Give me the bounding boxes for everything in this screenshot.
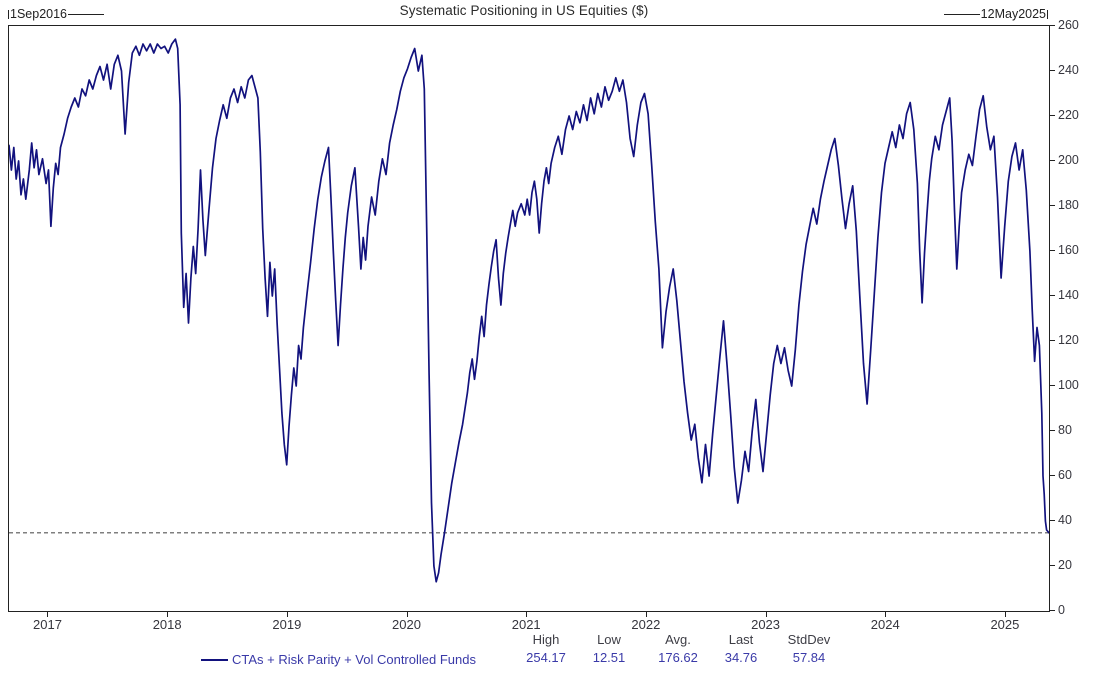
- y-tick-label: 260: [1058, 18, 1079, 32]
- series-svg: [9, 38, 1049, 583]
- legend-series-label: CTAs + Risk Parity + Vol Controlled Fund…: [232, 652, 476, 667]
- plot-area: [8, 25, 1050, 612]
- x-tick: [645, 611, 647, 617]
- x-tick: [1004, 611, 1006, 617]
- x-tick: [885, 611, 887, 617]
- x-tick-label: 2018: [152, 617, 182, 632]
- y-tick: [1049, 160, 1055, 161]
- y-tick-label: 160: [1058, 243, 1079, 257]
- stat-high-value: 254.17: [526, 650, 566, 665]
- start-date-label: 1Sep2016: [10, 7, 68, 21]
- x-tick-label: 2021: [511, 617, 541, 632]
- stat-high: High 254.17: [526, 632, 566, 665]
- end-date-annotation: 12May2025: [943, 7, 1048, 21]
- y-tick-label: 20: [1058, 558, 1072, 572]
- y-tick-label: 80: [1058, 423, 1072, 437]
- y-tick-label: 220: [1058, 108, 1079, 122]
- y-tick-label: 180: [1058, 198, 1079, 212]
- y-tick-label: 140: [1058, 288, 1079, 302]
- stat-high-header: High: [532, 632, 560, 647]
- x-tick: [406, 611, 408, 617]
- x-tick-label: 2023: [751, 617, 781, 632]
- end-date-line: [943, 13, 980, 15]
- stat-low: Low 12.51: [593, 632, 626, 665]
- x-tick: [47, 611, 49, 617]
- x-tick: [167, 611, 169, 617]
- y-tick-label: 100: [1058, 378, 1079, 392]
- y-tick: [1049, 520, 1055, 521]
- y-tick: [1049, 70, 1055, 71]
- chart-title: Systematic Positioning in US Equities ($…: [399, 3, 649, 18]
- x-tick: [286, 611, 288, 617]
- y-tick: [1049, 340, 1055, 341]
- stat-low-value: 12.51: [592, 650, 626, 665]
- y-tick: [1049, 565, 1055, 566]
- y-tick: [1049, 430, 1055, 431]
- legend-line-swatch: [201, 658, 228, 661]
- start-date-tick: [8, 9, 9, 19]
- stat-last-value: 34.76: [724, 650, 758, 665]
- stat-avg-value: 176.62: [658, 650, 698, 665]
- y-tick-label: 40: [1058, 513, 1072, 527]
- x-tick: [526, 611, 528, 617]
- y-tick: [1049, 610, 1055, 611]
- stat-last: Last 34.76: [725, 632, 758, 665]
- stat-last-header: Last: [728, 632, 754, 647]
- x-tick-label: 2024: [870, 617, 900, 632]
- stat-low-header: Low: [597, 632, 621, 647]
- y-tick-label: 60: [1058, 468, 1072, 482]
- stat-stddev: StdDev 57.84: [788, 632, 831, 665]
- y-tick-label: 120: [1058, 333, 1079, 347]
- positioning-series-line: [9, 38, 1049, 583]
- x-tick-label: 2019: [272, 617, 302, 632]
- y-tick-label: 240: [1058, 63, 1079, 77]
- stat-stddev-value: 57.84: [792, 650, 826, 665]
- x-tick: [765, 611, 767, 617]
- x-tick-label: 2025: [990, 617, 1020, 632]
- y-tick: [1049, 25, 1055, 26]
- x-tick-label: 2017: [33, 617, 62, 632]
- end-date-label: 12May2025: [980, 7, 1046, 21]
- end-date-tick: [1047, 9, 1048, 19]
- y-tick: [1049, 205, 1055, 206]
- legend: CTAs + Risk Parity + Vol Controlled Fund…: [201, 652, 476, 667]
- stat-stddev-header: StdDev: [787, 632, 831, 647]
- y-tick: [1049, 385, 1055, 386]
- stat-avg: Avg. 176.62: [658, 632, 698, 665]
- y-tick-label: 200: [1058, 153, 1079, 167]
- y-tick-label: 0: [1058, 603, 1065, 617]
- x-tick-label: 2020: [392, 617, 421, 632]
- y-tick: [1049, 250, 1055, 251]
- start-date-line: [68, 13, 105, 15]
- x-tick-label: 2022: [631, 617, 661, 632]
- stat-avg-header: Avg.: [665, 632, 691, 647]
- y-tick: [1049, 115, 1055, 116]
- y-tick: [1049, 295, 1055, 296]
- start-date-annotation: 1Sep2016: [8, 7, 105, 21]
- y-tick: [1049, 475, 1055, 476]
